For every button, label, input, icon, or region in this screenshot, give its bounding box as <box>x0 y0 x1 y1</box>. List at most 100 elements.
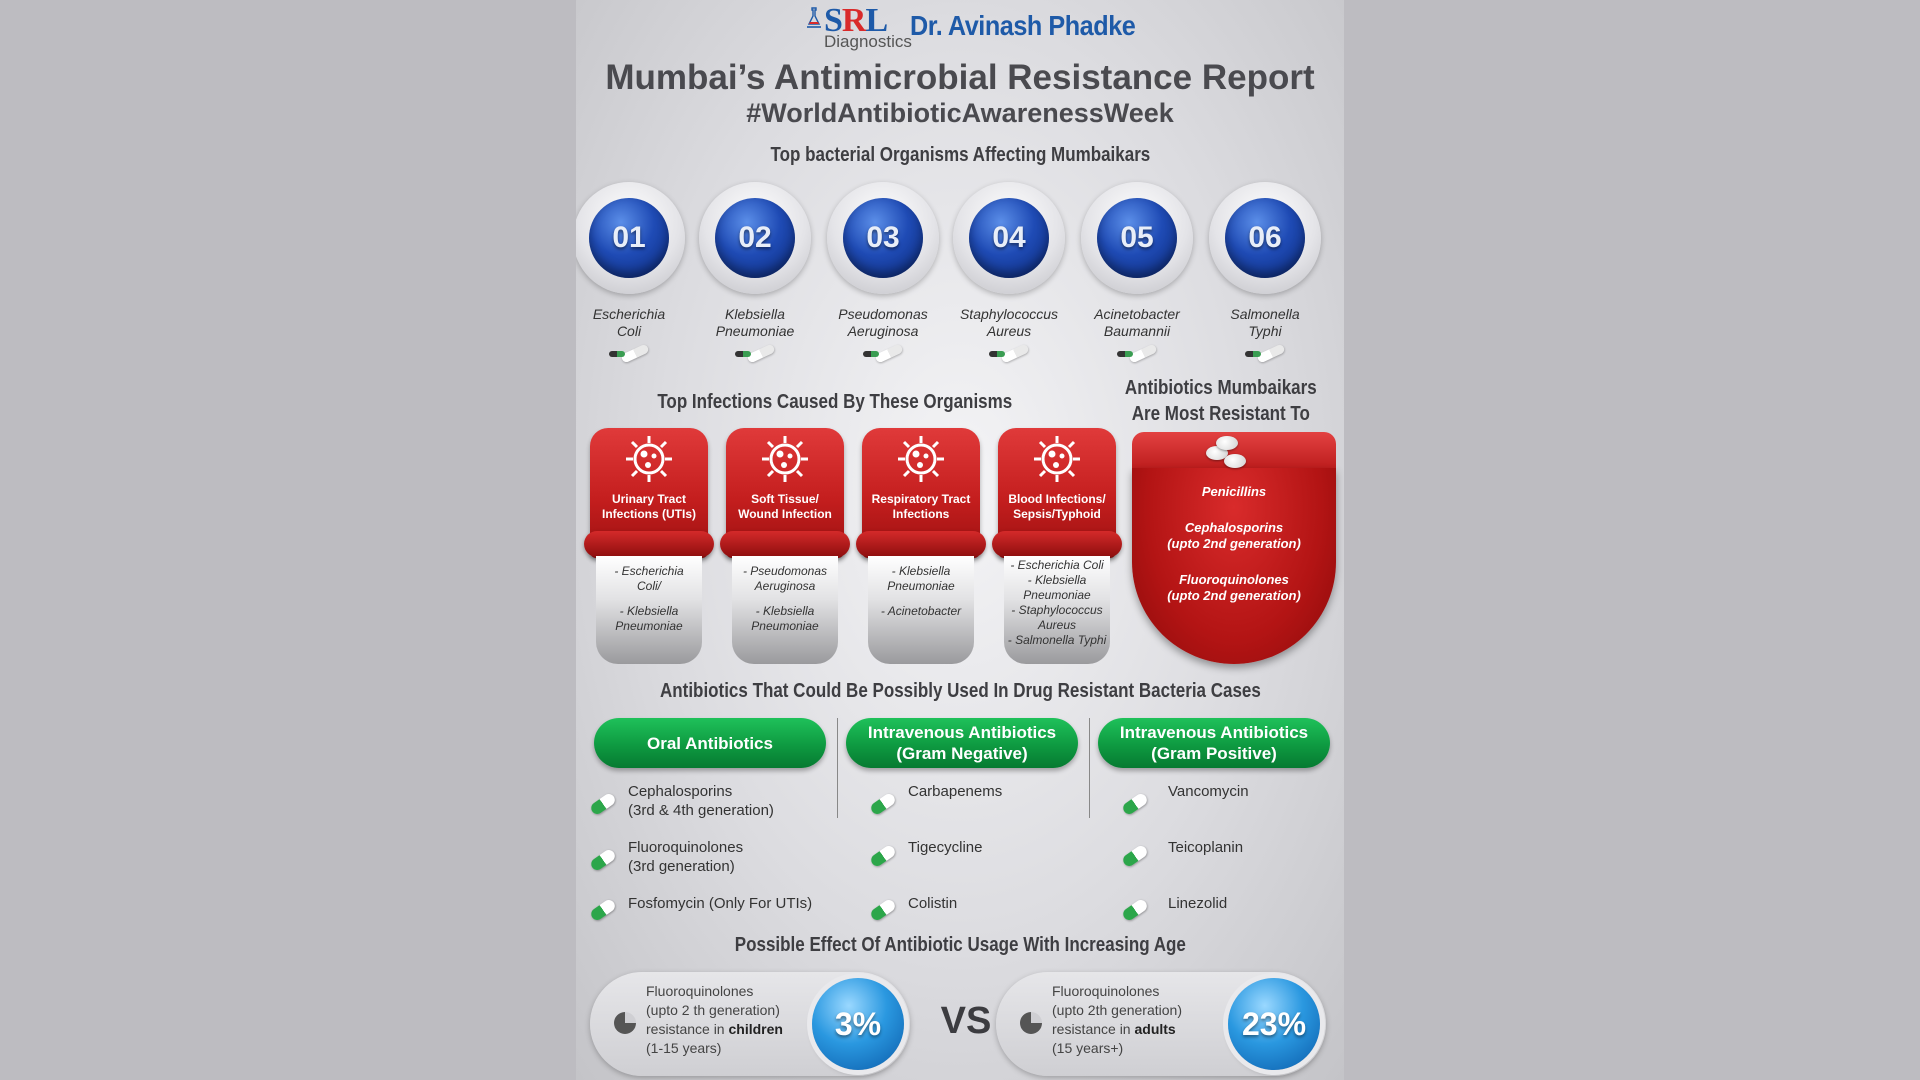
antibiotic-name: Fosfomycin (Only For UTIs) <box>628 895 813 912</box>
organism-name-line2: Aeruginosa <box>847 323 919 339</box>
list-line: Coli/ <box>636 579 661 593</box>
resistant-item: Fluoroquinolones <box>1179 572 1289 587</box>
resistant-item: Cephalosporins <box>1184 520 1284 535</box>
infection-card-top: Respiratory Tract Infections <box>856 428 986 558</box>
organism-name: Salmonella Typhi <box>1206 306 1324 340</box>
capsule-band <box>992 531 1122 557</box>
list-line: Pneumoniae <box>887 579 955 593</box>
list-line <box>596 594 702 604</box>
microscope-icon <box>807 7 821 28</box>
antibiotic-item: Tigecycline <box>908 838 982 857</box>
children-percentage: 3% <box>812 978 904 1070</box>
age-group-label: children <box>728 1021 783 1037</box>
organism-number: 02 <box>738 221 772 254</box>
antibiotic-name: Fluoroquinolones <box>628 839 744 856</box>
pill-icon <box>1115 346 1159 360</box>
logo-letter: L <box>865 2 888 39</box>
infections-heading-text: Top Infections Caused By These Organisms <box>657 391 1013 413</box>
infection-card-top: Urinary Tract Infections (UTIs) <box>584 428 714 558</box>
organism-name-line1: Staphylococcus <box>959 306 1059 322</box>
organism-name-line1: Salmonella <box>1230 306 1300 322</box>
organism-number: 06 <box>1248 221 1282 254</box>
logo-letter: S <box>824 2 843 39</box>
antibiotic-item: Fosfomycin (Only For UTIs) <box>628 894 812 913</box>
versus-label: VS <box>940 1000 992 1042</box>
list-line: - Staphylococcus <box>1011 603 1103 617</box>
age-text-line: Fluoroquinolones <box>1052 983 1160 999</box>
infection-organism-list: - Pseudomonas Aeruginosa - Klebsiella Pn… <box>732 564 838 634</box>
column-title-line2: (Gram Positive) <box>1151 744 1277 763</box>
infection-label: Urinary Tract Infections (UTIs) <box>592 492 706 522</box>
resistant-item-note: (upto 2nd generation) <box>1167 536 1301 551</box>
antibiotics-heading: Antibiotics That Could Be Possibly Used … <box>576 680 1344 703</box>
column-title-line1: Intravenous Antibiotics <box>1119 723 1309 742</box>
infection-card: Soft Tissue/Wound Infection - Pseudomona… <box>720 428 850 664</box>
logo-text: SRL <box>824 2 888 40</box>
organism-badge: 01 <box>576 182 685 294</box>
column-title-line1: Intravenous Antibiotics <box>867 723 1057 742</box>
germ-icon <box>626 436 672 482</box>
resistant-item-note: (upto 2nd generation) <box>1167 588 1301 603</box>
resistant-heading-line1: Antibiotics Mumbaikars <box>1125 377 1317 399</box>
list-line: - Klebsiella <box>891 564 951 578</box>
capsule-icon <box>1122 850 1148 862</box>
age-effect-heading: Possible Effect Of Antibiotic Usage With… <box>576 934 1344 957</box>
list-line: - Acinetobacter <box>880 604 962 618</box>
organism-name-line2: Coli <box>616 323 642 339</box>
oral-antibiotics-header: Oral Antibiotics <box>594 718 826 768</box>
children-resistance-text: Fluoroquinolones (upto 2 th generation) … <box>646 982 783 1058</box>
organism-name-line1: Acinetobacter <box>1094 306 1180 322</box>
infection-card-bottom: - Klebsiella Pneumoniae - Acinetobacter <box>868 556 974 664</box>
infection-card-bottom: - Escherichia Coli/ - Klebsiella Pneumon… <box>596 556 702 664</box>
capsule-icon <box>870 850 896 862</box>
infection-label: Soft Tissue/Wound Infection <box>728 492 842 522</box>
tablet-icon <box>1224 454 1246 468</box>
column-title-line1: Oral Antibiotics <box>647 733 773 753</box>
infection-label-line1: Urinary Tract <box>611 492 687 506</box>
logo-srl: SRL <box>824 2 888 39</box>
infection-organism-list: - Klebsiella Pneumoniae - Acinetobacter <box>868 564 974 619</box>
resistant-antibiotics-card: Penicillins Cephalosporins (upto 2nd gen… <box>1132 432 1336 664</box>
column-divider <box>1089 718 1090 818</box>
age-text-prefix: resistance in <box>646 1021 729 1037</box>
infection-label-line1: Soft Tissue/ <box>751 492 819 506</box>
antibiotic-name: Linezolid <box>1168 895 1228 912</box>
pill-icon <box>1243 346 1287 360</box>
infections-heading: Top Infections Caused By These Organisms <box>626 391 1026 414</box>
capsule-icon <box>590 798 616 810</box>
antibiotic-item: Teicoplanin <box>1168 838 1243 857</box>
column-divider <box>837 718 838 818</box>
infection-card-top: Blood Infections/Sepsis/Typhoid <box>992 428 1122 558</box>
antibiotic-name: Vancomycin <box>1168 783 1249 800</box>
capsule-body <box>1132 468 1336 664</box>
adults-resistance-card: Fluoroquinolones (upto 2th generation) r… <box>996 972 1326 1076</box>
report-title: Mumbai’s Antimicrobial Resistance Report <box>605 58 1315 97</box>
infection-label-line2: Infections (UTIs) <box>601 507 696 521</box>
organism-name: Staphylococcus Aureus <box>950 306 1068 340</box>
organism-number: 04 <box>992 221 1026 254</box>
list-line: - Klebsiella <box>1027 573 1087 587</box>
antibiotic-name: Teicoplanin <box>1168 839 1244 856</box>
capsule-icon <box>590 904 616 916</box>
germ-icon <box>898 436 944 482</box>
age-text-line: Fluoroquinolones <box>646 983 754 999</box>
antibiotic-note: (3rd generation) <box>628 858 735 875</box>
organism-card: 03 Pseudomonas Aeruginosa <box>824 182 942 360</box>
infection-card: Respiratory Tract Infections - Klebsiella… <box>856 428 986 664</box>
children-resistance-card: Fluoroquinolones (upto 2 th generation) … <box>590 972 910 1076</box>
infection-card-top: Soft Tissue/Wound Infection <box>720 428 850 558</box>
infection-label-line2: Sepsis/Typhoid <box>1013 507 1101 521</box>
infographic-poster: SRL Diagnostics Dr. Avinash Phadke Mumba… <box>576 0 1344 1080</box>
pill-icon <box>987 346 1031 360</box>
infection-card-bottom: - Escherichia Coli - Klebsiella Pneumoni… <box>1004 556 1110 664</box>
organism-number: 03 <box>866 221 900 254</box>
organism-badge: 02 <box>699 182 811 294</box>
pill-icon <box>607 346 651 360</box>
organism-number: 05 <box>1120 221 1154 254</box>
capsule-band <box>584 531 714 557</box>
antibiotic-item: Cephalosporins (3rd & 4th generation) <box>628 782 774 820</box>
list-line: - Escherichia Coli <box>1010 558 1104 572</box>
age-text-line: (15 years+) <box>1052 1040 1124 1056</box>
organism-card: 05 Acinetobacter Baumannii <box>1078 182 1196 360</box>
pill-icon <box>733 346 777 360</box>
